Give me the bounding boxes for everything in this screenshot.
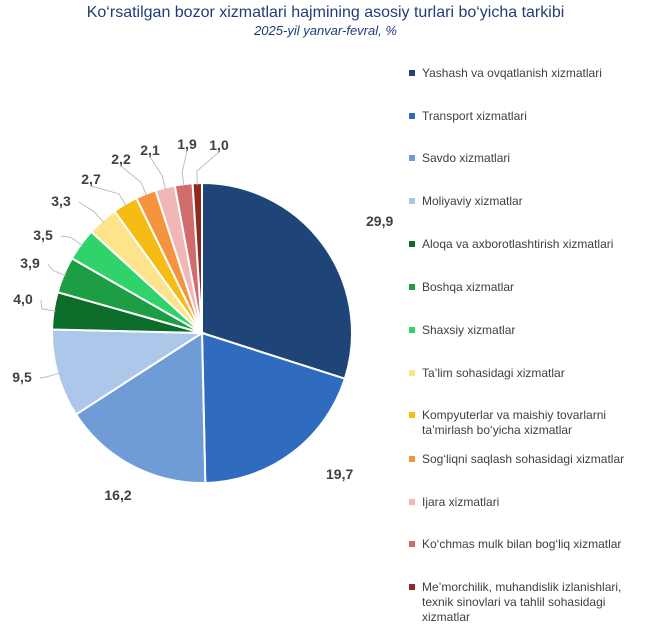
- data-label-1: 29,9: [366, 213, 393, 229]
- chart-subtitle: 2025-yil yanvar-fevral, %: [254, 23, 397, 38]
- legend-label: Sog‘liqni saqlash sohasidagi xizmatlar: [422, 452, 625, 466]
- legend-swatch: [409, 499, 415, 505]
- data-label-7: 3,5: [33, 227, 53, 243]
- legend-label: Transport xizmatlari: [422, 109, 527, 123]
- legend-swatch: [409, 241, 415, 247]
- legend-label: Savdo xizmatlari: [422, 151, 511, 165]
- legend-swatch: [409, 327, 415, 333]
- legend-item-8: Ta’lim sohasidagi xizmatlar: [409, 366, 649, 381]
- data-label-9: 2,7: [81, 171, 101, 187]
- legend-item-5: Aloqa va axborotlashtirish xizmatlari: [409, 237, 649, 252]
- legend-item-9: Kompyuterlar va maishiy tovarlarni ta’mi…: [409, 408, 649, 438]
- legend-label: Boshqa xizmatlar: [422, 280, 515, 294]
- leader-line-7: [60, 235, 83, 247]
- legend-item-3: Savdo xizmatlari: [409, 151, 649, 166]
- legend-label: Aloqa va axborotlashtirish xizmatlari: [422, 237, 614, 251]
- legend-label: Ta’lim sohasidagi xizmatlar: [422, 366, 565, 380]
- legend-swatch: [409, 198, 415, 204]
- data-label-12: 1,9: [177, 136, 197, 152]
- legend-item-10: Sog‘liqni saqlash sohasidagi xizmatlar: [409, 452, 649, 467]
- data-label-4: 9,5: [12, 369, 32, 385]
- leader-line-13: [196, 151, 220, 186]
- legend-swatch: [409, 412, 415, 418]
- data-label-13: 1,0: [209, 137, 229, 153]
- legend-item-13: Me’morchilik, muhandislik izlanishlari, …: [409, 580, 649, 625]
- legend-swatch: [409, 113, 415, 119]
- legend-item-4: Moliyaviy xizmatlar: [409, 194, 649, 209]
- legend-swatch: [409, 155, 415, 161]
- legend-label: Moliyaviy xizmatlar: [422, 194, 523, 208]
- pie-slice-2: [200, 331, 347, 484]
- leader-line-11: [149, 156, 167, 190]
- data-label-2: 19,7: [326, 466, 353, 482]
- legend-label: Yashash va ovqatlanish xizmatlari: [422, 66, 602, 80]
- leader-line-6: [47, 263, 66, 277]
- legend-item-7: Shaxsiy xizmatlar: [409, 323, 649, 338]
- legend-label: Shaxsiy xizmatlar: [422, 323, 516, 337]
- leader-line-9: [90, 185, 127, 207]
- legend-swatch: [409, 284, 415, 290]
- legend-swatch: [409, 70, 415, 76]
- data-label-6: 3,9: [20, 255, 40, 271]
- legend-swatch: [409, 541, 415, 547]
- legend-swatch: [409, 370, 415, 376]
- pie-slice-1: [201, 181, 353, 380]
- legend-label: Ijara xizmatlari: [422, 495, 500, 509]
- pie-slice-3: [74, 331, 207, 484]
- leader-line-12: [181, 150, 188, 187]
- data-label-10: 2,2: [111, 151, 131, 167]
- data-label-11: 2,1: [140, 142, 160, 158]
- legend-swatch: [409, 584, 415, 590]
- legend-item-12: Ko‘chmas mulk bilan bog‘liq xizmatlar: [409, 537, 649, 552]
- legend-item-6: Boshqa xizmatlar: [409, 280, 649, 295]
- legend-item-2: Transport xizmatlari: [409, 109, 649, 124]
- legend-item-1: Yashash va ovqatlanish xizmatlari: [409, 66, 649, 81]
- legend-item-11: Ijara xizmatlari: [409, 495, 649, 510]
- legend-swatch: [409, 456, 415, 462]
- legend-label: Me’morchilik, muhandislik izlanishlari, …: [422, 580, 622, 624]
- leader-line-10: [120, 165, 148, 196]
- chart-title: Ko‘rsatilgan bozor xizmatlari hajmining …: [86, 4, 565, 21]
- leader-line-8: [78, 201, 105, 223]
- data-label-3: 16,2: [104, 487, 131, 503]
- data-label-8: 3,3: [51, 193, 71, 209]
- leader-line-4: [39, 372, 60, 379]
- data-label-5: 4,0: [13, 291, 33, 307]
- leader-line-5: [40, 299, 56, 312]
- legend-label: Ko‘chmas mulk bilan bog‘liq xizmatlar: [422, 537, 622, 551]
- legend-label: Kompyuterlar va maishiy tovarlarni ta’mi…: [422, 408, 607, 437]
